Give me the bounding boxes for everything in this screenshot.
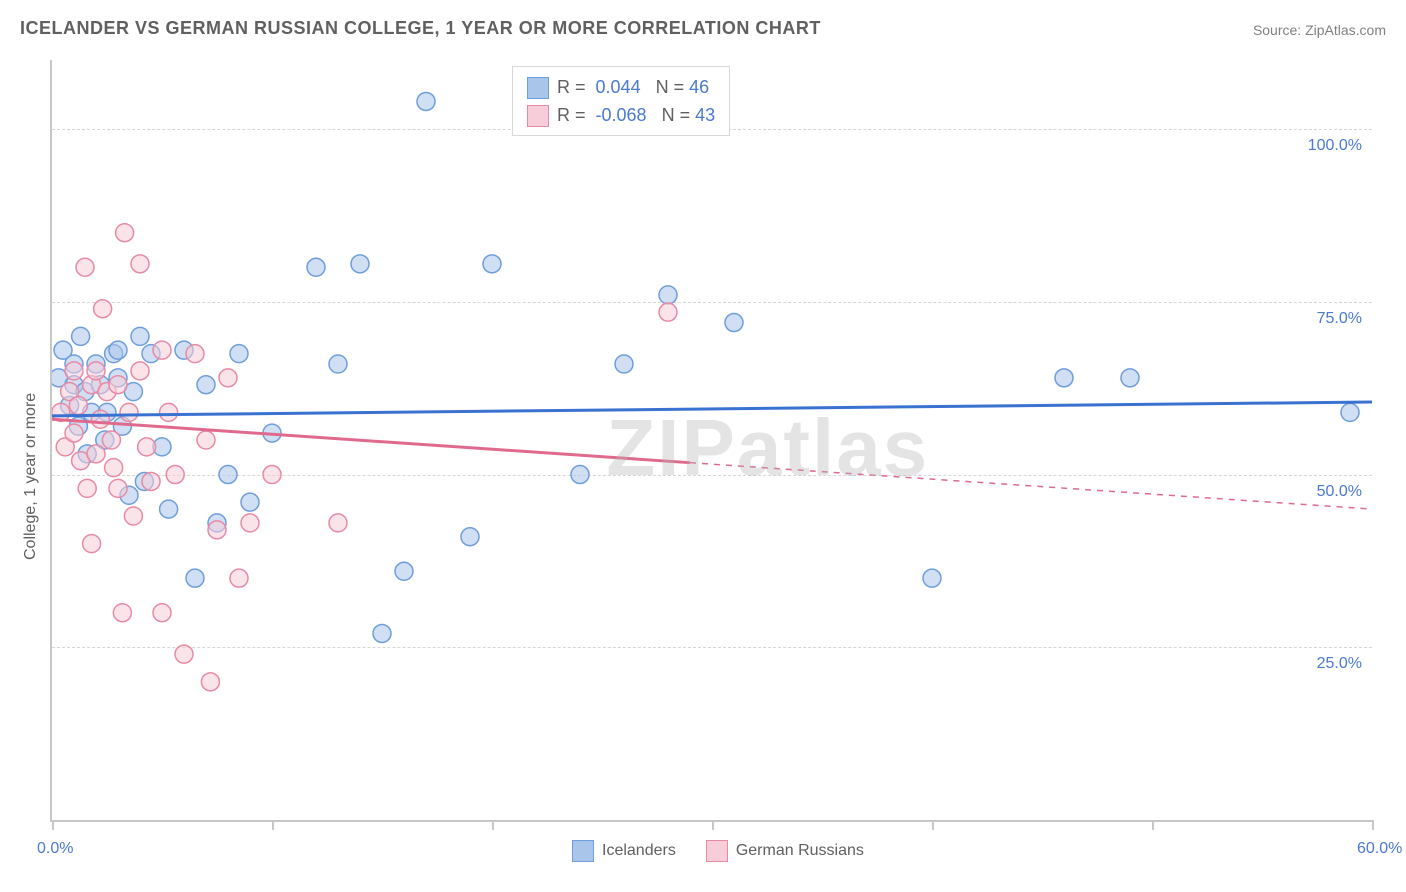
- scatter-point: [142, 472, 160, 490]
- scatter-point: [219, 466, 237, 484]
- scatter-point: [131, 327, 149, 345]
- scatter-point: [241, 514, 259, 532]
- scatter-point: [78, 479, 96, 497]
- trend-line: [52, 402, 1372, 416]
- x-tick-label: 60.0%: [1357, 840, 1402, 858]
- scatter-point: [725, 314, 743, 332]
- scatter-point: [153, 341, 171, 359]
- scatter-point: [186, 345, 204, 363]
- scatter-point: [461, 528, 479, 546]
- scatter-point: [208, 521, 226, 539]
- scatter-point: [230, 345, 248, 363]
- x-tick-label: 0.0%: [37, 840, 73, 858]
- n-label: N =: [662, 105, 691, 125]
- trend-line-dashed: [690, 463, 1372, 509]
- n-value: 46: [689, 77, 709, 97]
- swatch-icon: [706, 840, 728, 862]
- scatter-point: [131, 362, 149, 380]
- source-label: Source: ZipAtlas.com: [1253, 22, 1386, 38]
- r-label: R =: [557, 105, 586, 125]
- scatter-point: [87, 445, 105, 463]
- scatter-point: [69, 396, 87, 414]
- scatter-point: [153, 604, 171, 622]
- series-legend: Icelanders German Russians: [572, 840, 864, 862]
- scatter-point: [197, 376, 215, 394]
- x-tick: [712, 820, 714, 830]
- scatter-point: [105, 459, 123, 477]
- scatter-point: [72, 327, 90, 345]
- scatter-point: [230, 569, 248, 587]
- legend-item: German Russians: [706, 840, 864, 862]
- scatter-point: [571, 466, 589, 484]
- scatter-point: [138, 438, 156, 456]
- scatter-point: [615, 355, 633, 373]
- scatter-point: [116, 224, 134, 242]
- scatter-point: [175, 645, 193, 663]
- scatter-point: [197, 431, 215, 449]
- legend-label: German Russians: [736, 842, 864, 859]
- scatter-point: [219, 369, 237, 387]
- scatter-point: [102, 431, 120, 449]
- x-tick: [52, 820, 54, 830]
- legend-item: Icelanders: [572, 840, 676, 862]
- scatter-point: [131, 255, 149, 273]
- scatter-point: [373, 624, 391, 642]
- scatter-point: [65, 424, 83, 442]
- scatter-point: [395, 562, 413, 580]
- chart-svg: [52, 60, 1372, 820]
- n-value: 43: [695, 105, 715, 125]
- scatter-point: [109, 479, 127, 497]
- scatter-point: [659, 286, 677, 304]
- scatter-point: [351, 255, 369, 273]
- scatter-point: [91, 410, 109, 428]
- swatch-icon: [527, 105, 549, 127]
- scatter-point: [923, 569, 941, 587]
- scatter-point: [124, 507, 142, 525]
- legend-label: Icelanders: [602, 842, 676, 859]
- scatter-point: [201, 673, 219, 691]
- scatter-point: [160, 403, 178, 421]
- scatter-point: [186, 569, 204, 587]
- scatter-point: [307, 258, 325, 276]
- scatter-point: [160, 500, 178, 518]
- scatter-point: [120, 403, 138, 421]
- r-label: R =: [557, 77, 586, 97]
- scatter-point: [659, 303, 677, 321]
- chart-title: ICELANDER VS GERMAN RUSSIAN COLLEGE, 1 Y…: [20, 18, 821, 39]
- x-tick: [932, 820, 934, 830]
- x-tick: [492, 820, 494, 830]
- scatter-point: [329, 514, 347, 532]
- scatter-point: [87, 362, 105, 380]
- x-tick: [272, 820, 274, 830]
- y-axis-label: College, 1 year or more: [22, 393, 40, 560]
- scatter-point: [1055, 369, 1073, 387]
- r-value: 0.044: [596, 77, 641, 97]
- n-label: N =: [656, 77, 685, 97]
- scatter-point: [263, 466, 281, 484]
- scatter-point: [241, 493, 259, 511]
- scatter-point: [483, 255, 501, 273]
- swatch-icon: [572, 840, 594, 862]
- stats-row: R = 0.044 N = 46: [527, 73, 715, 101]
- scatter-point: [94, 300, 112, 318]
- stats-row: R = -0.068 N = 43: [527, 101, 715, 129]
- scatter-point: [1341, 403, 1359, 421]
- plot-area: 25.0%50.0%75.0%100.0%0.0%60.0%ZIPatlasR …: [50, 60, 1372, 822]
- scatter-point: [83, 535, 101, 553]
- scatter-point: [1121, 369, 1139, 387]
- scatter-point: [109, 376, 127, 394]
- x-tick: [1372, 820, 1374, 830]
- scatter-point: [166, 466, 184, 484]
- scatter-point: [109, 341, 127, 359]
- scatter-point: [417, 92, 435, 110]
- r-value: -0.068: [596, 105, 647, 125]
- scatter-point: [76, 258, 94, 276]
- swatch-icon: [527, 77, 549, 99]
- scatter-point: [329, 355, 347, 373]
- x-tick: [1152, 820, 1154, 830]
- scatter-point: [65, 362, 83, 380]
- stats-legend: R = 0.044 N = 46R = -0.068 N = 43: [512, 66, 730, 136]
- scatter-point: [113, 604, 131, 622]
